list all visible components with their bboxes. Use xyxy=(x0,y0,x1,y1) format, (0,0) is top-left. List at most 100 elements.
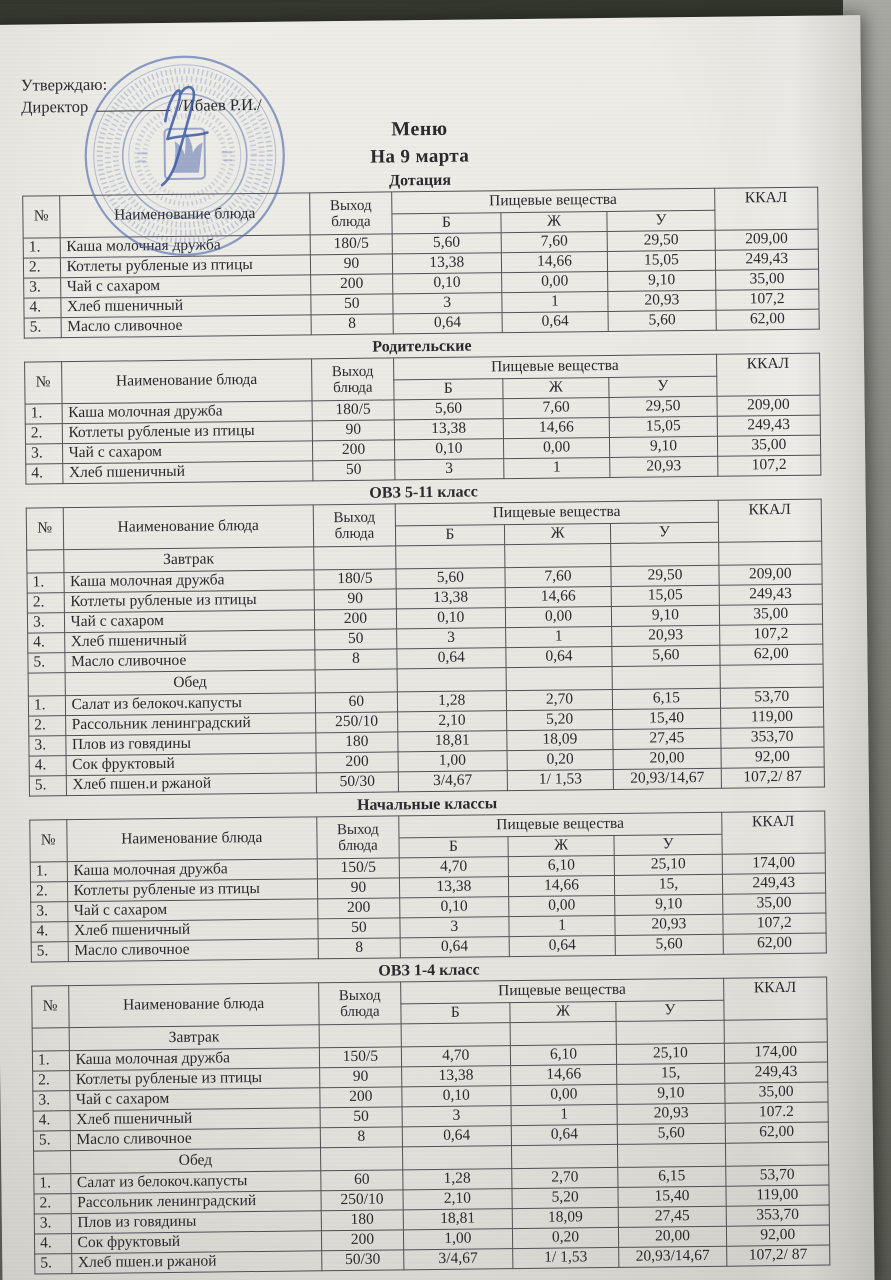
cell: 92,00 xyxy=(726,1225,830,1247)
cell: 1 xyxy=(505,626,613,648)
cell: 107,2/ 87 xyxy=(720,767,825,789)
cell: 90 xyxy=(319,1067,402,1089)
cell: 35,00 xyxy=(724,1082,829,1104)
cell: Хлеб пшеничный xyxy=(69,1108,321,1131)
col-header-carbs: У xyxy=(616,1000,724,1022)
cell xyxy=(509,1021,617,1046)
cell: 3/4,67 xyxy=(398,770,508,793)
cell: 62,00 xyxy=(722,933,827,955)
cell: 9,10 xyxy=(617,1083,725,1105)
page-title: Меню xyxy=(391,118,448,141)
cell: 50 xyxy=(317,918,401,940)
cell: Чай с сахаром xyxy=(63,610,315,633)
cell: 107,2 xyxy=(717,455,821,477)
cell: 353,70 xyxy=(720,727,824,749)
cell: 1 xyxy=(508,915,616,937)
col-header-num: № xyxy=(26,507,64,551)
cell: 0,10 xyxy=(394,438,504,461)
cell: 50/30 xyxy=(321,1250,404,1272)
col-header-dish: Наименование блюда xyxy=(68,983,320,1028)
cell: 18,09 xyxy=(506,729,614,751)
cell: 1 xyxy=(503,457,611,479)
cell: Салат из белокоч.капусты xyxy=(64,693,316,716)
cell: 0,64 xyxy=(396,647,506,670)
col-header-output: Выход блюда xyxy=(316,816,400,860)
cell: 5. xyxy=(24,317,61,339)
cell: 249,43 xyxy=(716,415,821,437)
cell: 2. xyxy=(23,257,61,279)
cell xyxy=(718,541,822,566)
cell: 6,10 xyxy=(510,1044,617,1066)
cell: 1. xyxy=(33,1173,71,1195)
col-header-fat: Ж xyxy=(504,523,611,545)
cell: 0,64 xyxy=(511,1124,618,1146)
col-header-protein: Б xyxy=(398,836,508,859)
cell: 9,10 xyxy=(614,894,723,916)
cell: 20,93/14,67 xyxy=(618,1246,727,1268)
cell: 25,10 xyxy=(616,1043,725,1065)
cell xyxy=(505,666,613,691)
cell: 200 xyxy=(314,609,397,631)
cell: Хлеб пшен.и ржаной xyxy=(65,773,317,796)
cell: 13,38 xyxy=(401,1065,511,1088)
cell: 174,00 xyxy=(723,1042,828,1064)
cell: 20,93 xyxy=(608,290,716,312)
cell xyxy=(616,1020,724,1045)
cell: 20,93 xyxy=(617,1103,725,1125)
cell: 5,60 xyxy=(395,567,505,590)
cell xyxy=(400,1022,511,1048)
cell: Каша молочная дружба xyxy=(59,235,311,258)
cell: Чай с сахаром xyxy=(67,899,318,922)
cell: 3 xyxy=(392,292,502,315)
cell: 107,2 xyxy=(722,913,827,935)
col-header-num: № xyxy=(24,361,62,405)
cell: 3 xyxy=(399,916,509,939)
cell: 8 xyxy=(314,649,397,671)
cell: 8 xyxy=(311,314,394,336)
meal-subheader: Обед xyxy=(70,1148,321,1174)
cell: 35,00 xyxy=(715,269,819,291)
cell: 5,60 xyxy=(617,1123,726,1145)
cell: 0,10 xyxy=(392,272,502,295)
col-header-fat: Ж xyxy=(500,211,608,233)
cell: 14,66 xyxy=(504,586,612,608)
cell: 2. xyxy=(30,881,68,903)
cell: 9,10 xyxy=(609,436,718,458)
col-header-output: Выход блюда xyxy=(309,192,393,236)
cell: 2,10 xyxy=(402,1188,512,1211)
cell: 4. xyxy=(27,632,65,654)
cell: 27,45 xyxy=(613,728,721,750)
cell: 29,50 xyxy=(609,396,717,418)
col-header-dish: Наименование блюда xyxy=(66,817,318,862)
cell: 1,00 xyxy=(397,750,508,773)
col-header-kcal: ККАЛ xyxy=(717,499,822,543)
cell: 4,70 xyxy=(401,1045,511,1068)
menu-table: № Наименование блюда Выход блюда Пищевые вещ… xyxy=(31,977,830,1275)
cell: 29,50 xyxy=(607,230,715,252)
cell: 0,10 xyxy=(399,896,509,919)
menu-table: № Наименование блюда Выход блюда Пищевые вещ… xyxy=(24,353,821,485)
cell: 35,00 xyxy=(722,893,826,915)
cell: 5. xyxy=(29,775,67,797)
cell: 27,45 xyxy=(618,1206,727,1228)
cell: Каша молочная дружба xyxy=(63,570,315,593)
cell: 62,00 xyxy=(715,309,820,331)
col-header-carbs: У xyxy=(610,522,719,544)
cell: 209,00 xyxy=(718,564,823,586)
cell xyxy=(396,667,507,693)
menu-section: Родительские № Наименование блюда Выход блюд… xyxy=(24,334,822,485)
cell: 4. xyxy=(34,1233,72,1255)
cell: 0,64 xyxy=(402,1125,512,1148)
cell xyxy=(28,672,65,697)
cell xyxy=(319,1024,402,1049)
cell: 3. xyxy=(30,901,68,923)
meal-subheader: Завтрак xyxy=(68,1025,320,1051)
director-label: Директор xyxy=(21,96,89,117)
col-header-kcal: ККАЛ xyxy=(723,977,828,1021)
cell: Каша молочная дружба xyxy=(66,859,318,882)
cell: 180 xyxy=(321,1210,404,1232)
cell: 15, xyxy=(614,874,723,896)
col-header-num: № xyxy=(29,819,67,863)
cell: 15, xyxy=(616,1063,725,1085)
